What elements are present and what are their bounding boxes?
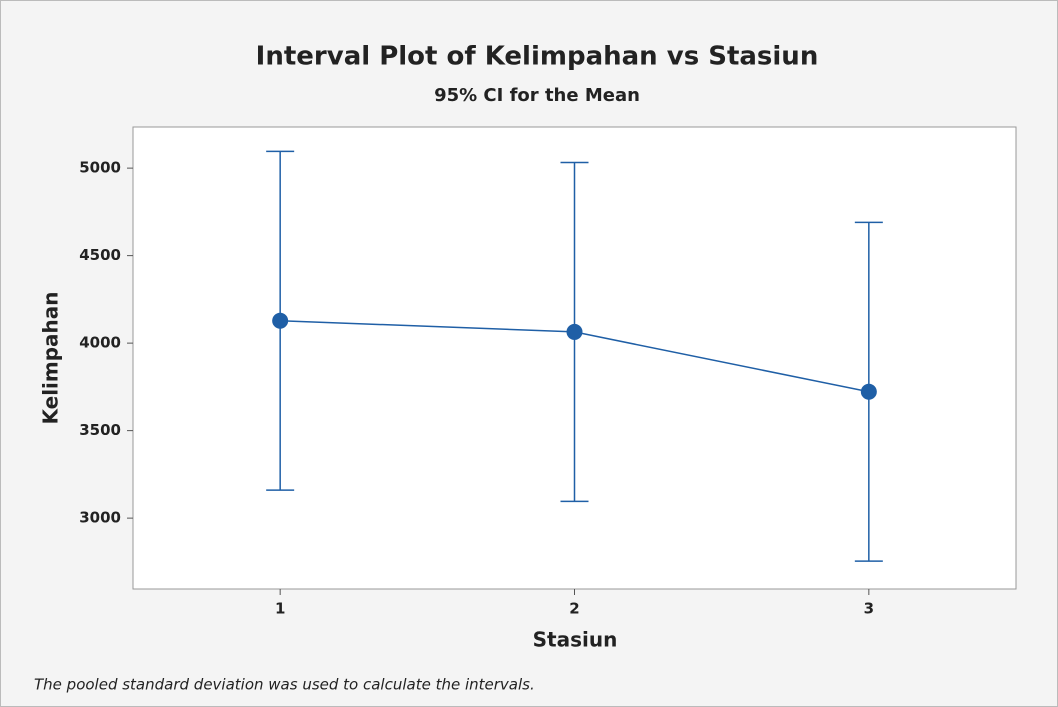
chart-title: Interval Plot of Kelimpahan vs Stasiun <box>256 42 819 72</box>
footnote: The pooled standard deviation was used t… <box>34 676 535 694</box>
y-tick-label: 3000 <box>79 509 121 527</box>
y-tick-label: 5000 <box>79 159 121 177</box>
y-tick-label: 4000 <box>79 334 121 352</box>
mean-point <box>566 323 583 340</box>
mean-point <box>272 312 289 329</box>
x-tick-label: 2 <box>569 600 579 618</box>
y-axis-label: Kelimpahan <box>39 291 63 424</box>
mean-point <box>860 383 877 400</box>
x-tick-label: 3 <box>864 600 874 618</box>
y-tick-label: 4500 <box>79 246 121 264</box>
chart-subtitle: 95% CI for the Mean <box>434 85 640 106</box>
x-axis-label: Stasiun <box>533 628 618 652</box>
y-tick-label: 3500 <box>79 421 121 439</box>
x-tick-label: 1 <box>275 600 285 618</box>
